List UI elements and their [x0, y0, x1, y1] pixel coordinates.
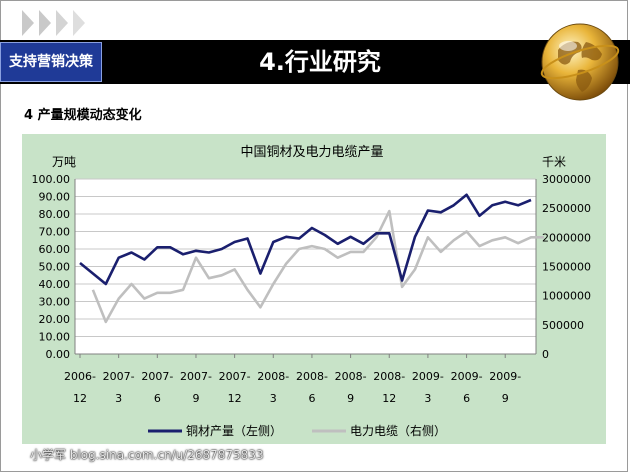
watermark: 小学军 blog.sina.com.cn/u/2687875833 [30, 448, 264, 462]
y-left-tick-label: 0.00 [46, 348, 71, 361]
section-tag: 支持营销决策 [0, 42, 102, 82]
y-left-tick-label: 50.00 [39, 261, 71, 274]
chart-panel: 中国铜材及电力电缆产量 万吨 千米 0.00 10.00 20.00 30.00 40.… [22, 134, 606, 444]
copper-series-line [79, 193, 532, 286]
legend-label-copper: 铜材产量（左侧） [186, 423, 282, 438]
x-tick-label-year: 2008- [257, 370, 289, 383]
x-tick-label-month: 3 [115, 392, 122, 405]
y-left-tick-label: 40.00 [39, 278, 71, 291]
series-lines [79, 193, 544, 324]
x-tick-label-month: 12 [73, 392, 87, 405]
x-ticks: 2006- 12 2007- 3 2007- 6 2007- 9 2007- 12 2008- 3 20… [64, 354, 521, 405]
x-tick-label-year: 2008- [296, 370, 328, 383]
y-left-tick-label: 100.00 [32, 173, 71, 186]
x-tick-label-month: 6 [308, 392, 315, 405]
x-tick-label-year: 2009- [451, 370, 483, 383]
grid-lines [74, 178, 537, 355]
y-right-tick-label: 3000000 [542, 173, 591, 186]
x-tick-label-month: 9 [502, 392, 509, 405]
y-right-tick-label: 1500000 [542, 261, 591, 274]
y-right-tick-label: 1000000 [542, 290, 591, 303]
y-left-ticks: 0.00 10.00 20.00 30.00 40.00 50.00 60.00 70.00 8… [32, 173, 71, 361]
y-right-tick-label: 0 [542, 348, 549, 361]
x-tick-label-month: 3 [424, 392, 431, 405]
y-left-tick-label: 90.00 [39, 191, 71, 204]
x-tick-label-year: 2009- [489, 370, 521, 383]
x-tick-label-month: 9 [347, 392, 354, 405]
x-tick-label-year: 2007- [180, 370, 212, 383]
x-tick-label-month: 9 [192, 392, 199, 405]
x-tick-label-year: 2007- [141, 370, 173, 383]
y-right-ticks: 0 500000 1000000 1500000 2000000 2500000 30000… [542, 173, 591, 361]
x-tick-label-year: 2007- [219, 370, 251, 383]
x-tick-label-year: 2006- [64, 370, 96, 383]
y-left-tick-label: 60.00 [39, 243, 71, 256]
legend: 铜材产量（左侧） 电力电缆（右侧） [148, 423, 446, 438]
x-tick-label-year: 2009- [412, 370, 444, 383]
x-tick-label-month: 12 [228, 392, 242, 405]
x-tick-label-month: 6 [154, 392, 161, 405]
chevron-decoration-icon [22, 10, 85, 36]
y-left-tick-label: 20.00 [39, 313, 71, 326]
x-tick-label-month: 12 [382, 392, 396, 405]
y-right-tick-label: 500000 [542, 319, 584, 332]
globe-logo-icon [540, 23, 620, 101]
y-right-tick-label: 2000000 [542, 231, 591, 244]
x-tick-label-month: 3 [270, 392, 277, 405]
cable-series-line [91, 209, 544, 324]
x-tick-label-month: 6 [463, 392, 470, 405]
chart-title: 中国铜材及电力电缆产量 [240, 144, 383, 160]
production-chart: 中国铜材及电力电缆产量 万吨 千米 0.00 10.00 20.00 30.00 40.… [32, 144, 592, 438]
y-left-unit: 万吨 [52, 155, 76, 169]
header-bar [0, 40, 630, 84]
section-title: 4 产量规模动态变化 [24, 108, 142, 123]
x-tick-label-year: 2008- [335, 370, 367, 383]
x-tick-label-year: 2008- [373, 370, 405, 383]
y-right-tick-label: 2500000 [542, 202, 591, 215]
x-tick-label-year: 2007- [103, 370, 135, 383]
y-left-tick-label: 70.00 [39, 226, 71, 239]
y-left-tick-label: 30.00 [39, 296, 71, 309]
y-left-tick-label: 10.00 [39, 331, 71, 344]
y-left-tick-label: 80.00 [39, 208, 71, 221]
page-title: 4.行业研究 [259, 48, 381, 76]
y-right-unit: 千米 [542, 155, 566, 169]
legend-label-cable: 电力电缆（右侧） [350, 423, 446, 438]
